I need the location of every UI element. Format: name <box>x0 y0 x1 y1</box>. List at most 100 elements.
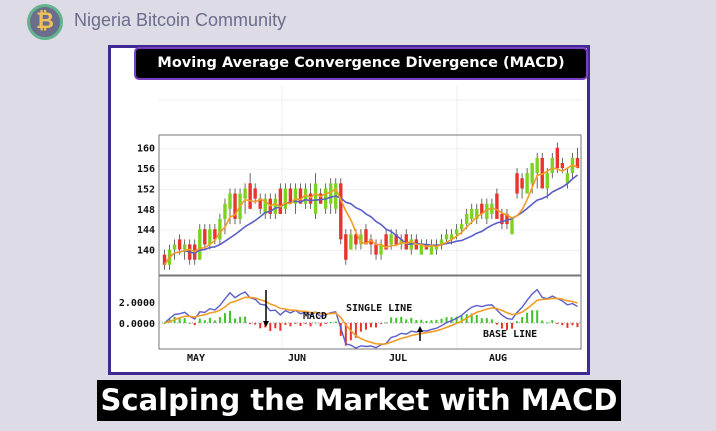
histogram-bar-positive <box>455 316 458 323</box>
candle-up <box>389 234 393 245</box>
base-line-label: BASE LINE <box>483 329 537 340</box>
histogram-bar-negative <box>304 322 307 324</box>
candle-down <box>404 234 408 250</box>
macd-line <box>164 288 578 349</box>
histogram-bar-negative <box>561 322 564 326</box>
histogram-bar-positive <box>188 322 191 324</box>
candle-up <box>419 244 424 255</box>
candle-up <box>303 188 308 204</box>
slow-moving-average-line <box>163 174 578 266</box>
candle-down <box>500 213 504 225</box>
candle-up <box>283 188 288 209</box>
candle-up <box>545 173 549 189</box>
histogram-bar-positive <box>183 318 186 323</box>
histogram-bar-negative <box>284 322 287 325</box>
candle-up <box>182 244 187 250</box>
histogram-bar-negative <box>566 322 569 328</box>
candle-down <box>555 147 560 169</box>
candle-up <box>439 239 444 245</box>
histogram-bar-positive <box>334 321 337 323</box>
histogram-bar-positive <box>541 320 544 323</box>
candle-up <box>228 193 232 209</box>
candle-up <box>198 229 202 260</box>
histogram-bar-positive <box>395 317 398 323</box>
histogram-bar-positive <box>314 322 317 324</box>
candle-up <box>379 244 383 255</box>
candle-down <box>364 229 368 245</box>
macd-panel-border <box>158 275 582 350</box>
histogram-bar-negative <box>375 322 378 328</box>
histogram-bar-negative <box>259 322 262 329</box>
histogram-bar-positive <box>244 316 247 323</box>
histogram-bar-positive <box>410 317 413 323</box>
candle-down <box>354 234 358 245</box>
histogram-bar-negative <box>249 322 252 324</box>
histogram-bar-positive <box>531 310 534 323</box>
histogram-bar-positive <box>480 318 483 323</box>
candle-down <box>253 188 257 199</box>
histogram-bar-negative <box>274 322 277 329</box>
signal-line <box>164 296 578 345</box>
candle-up <box>475 208 479 219</box>
histogram-bar-positive <box>521 317 524 323</box>
x-tick-label: MAY <box>187 353 205 364</box>
histogram-bar-negative <box>324 322 327 325</box>
candle-up <box>218 219 222 240</box>
candle-up <box>464 213 469 225</box>
histogram-bar-negative <box>571 322 574 326</box>
candle-down <box>248 183 252 209</box>
histogram-bar-positive <box>551 320 554 323</box>
histogram-bar-positive <box>208 317 211 323</box>
candle-down <box>339 183 343 240</box>
histogram-bar-negative <box>299 322 302 326</box>
histogram-bar-negative <box>354 322 357 338</box>
candle-up <box>459 224 464 230</box>
histogram-bar-negative <box>269 322 272 332</box>
candle-up <box>263 198 267 214</box>
candle-down <box>344 234 348 260</box>
histogram-bar-positive <box>390 317 393 323</box>
histogram-bar-positive <box>470 313 473 323</box>
histogram-bar-negative <box>556 322 559 324</box>
banner-title: Scalping the Market with MACD <box>97 380 621 421</box>
histogram-bar-positive <box>178 317 181 323</box>
histogram-bar-negative <box>380 322 383 324</box>
candle-up <box>510 219 514 235</box>
histogram-bar-negative <box>511 322 514 329</box>
x-tick-label: JUL <box>389 353 407 364</box>
candle-down <box>308 193 313 204</box>
candle-down <box>203 229 207 245</box>
histogram-bar-negative <box>319 322 322 327</box>
histogram-bar-positive <box>440 318 443 323</box>
histogram-bar-positive <box>430 320 433 323</box>
candle-up <box>565 173 570 184</box>
candle-up <box>243 188 247 199</box>
y-tick-label: 160 <box>137 144 155 155</box>
candle-down <box>162 254 167 265</box>
candle-up <box>454 229 459 235</box>
histogram-bar-negative <box>359 322 362 332</box>
candle-down <box>505 213 509 225</box>
candle-up <box>490 203 494 214</box>
down-arrow-head-icon <box>263 321 269 327</box>
y-tick-label: 152 <box>137 184 155 195</box>
candle-down <box>288 188 293 204</box>
histogram-bar-positive <box>218 317 221 323</box>
candle-up <box>273 198 278 214</box>
candle-up <box>525 173 529 194</box>
candle-down <box>318 193 323 204</box>
candle-up <box>293 188 298 204</box>
histogram-bar-positive <box>223 313 226 323</box>
x-tick-label: JUN <box>288 353 306 364</box>
histogram-bar-positive <box>420 319 423 323</box>
histogram-bar-negative <box>364 322 367 330</box>
candle-down <box>495 193 499 219</box>
histogram-bar-positive <box>405 319 408 323</box>
candle-up <box>429 244 434 255</box>
histogram-bar-positive <box>234 318 237 323</box>
histogram-bar-positive <box>460 315 463 323</box>
candle-down <box>374 244 378 255</box>
candle-up <box>349 234 353 250</box>
histogram-bar-positive <box>536 310 539 323</box>
y-tick-label: 140 <box>137 246 155 257</box>
